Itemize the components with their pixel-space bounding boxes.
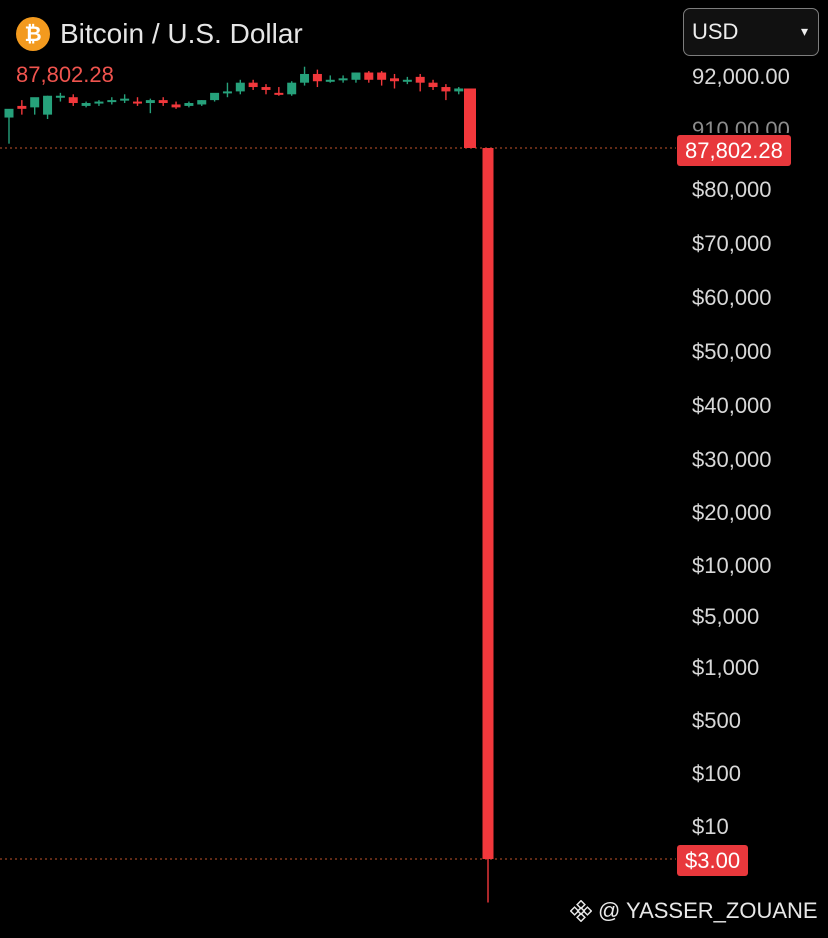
current-price-tag: 87,802.28 [677, 135, 791, 167]
candle-body [274, 92, 284, 95]
axis-label: $500 [692, 708, 741, 733]
binance-icon [570, 900, 592, 922]
candle-body [222, 91, 232, 94]
bitcoin-icon: ₿ [16, 17, 50, 51]
candle-body [81, 103, 91, 106]
watermark: @ YASSER_ZOUANE [570, 898, 818, 924]
last-price: 87,802.28 [16, 62, 114, 87]
currency-value: USD [692, 19, 739, 44]
axis-label: $30,000 [692, 447, 772, 472]
candle-body [351, 72, 361, 80]
candle-body [364, 72, 374, 80]
candle-body [197, 100, 207, 105]
candle-body [43, 95, 53, 115]
candle-body [441, 87, 451, 92]
candle-body [415, 76, 425, 83]
candle-body [210, 92, 220, 101]
candle-body [325, 79, 335, 82]
axis-label: $20,000 [692, 500, 772, 525]
candle-body [287, 82, 297, 95]
candle-body [4, 108, 14, 118]
candle-body [312, 73, 322, 82]
axis-label: $50,000 [692, 339, 772, 364]
candle-body [300, 73, 310, 83]
candle-body [30, 97, 40, 108]
axis-label: $1,000 [692, 655, 760, 680]
candle-body [17, 105, 27, 109]
candle-body [482, 148, 494, 859]
chevron-down-icon: ▾ [800, 24, 808, 40]
axis-label: $80,000 [692, 177, 772, 202]
axis-label-partial: 910,00.00 [692, 117, 790, 133]
axis-label: $10 [692, 814, 729, 839]
low-price-tag: $3.00 [677, 845, 749, 877]
candle-body [377, 72, 387, 80]
candle-body [248, 82, 258, 88]
candle-body [133, 101, 142, 104]
pair-name: Bitcoin / U.S. Dollar [60, 18, 303, 49]
candle-body [261, 87, 271, 90]
candle-body [171, 104, 181, 108]
candle-body [145, 100, 155, 104]
candle-body [120, 98, 130, 101]
pair-title: ₿ Bitcoin / U.S. Dollar [16, 16, 303, 52]
candle-body [107, 100, 117, 103]
candle-body [454, 88, 464, 92]
axis-label: $5,000 [692, 604, 760, 629]
candle-body [390, 78, 399, 82]
candle-body [68, 97, 78, 104]
candle-body [464, 88, 476, 148]
candle-body [184, 103, 194, 106]
axis-label: $10,000 [692, 553, 772, 578]
candle-body [158, 100, 168, 104]
axis-label: 92,000.00 [692, 64, 790, 89]
candle-body [338, 78, 348, 81]
axis-label: $60,000 [692, 285, 772, 310]
candle-body [402, 79, 412, 82]
currency-select[interactable]: USD ▾ [683, 8, 819, 56]
bitcoin-symbol: ₿ [24, 21, 42, 46]
watermark-text: @ YASSER_ZOUANE [598, 898, 818, 923]
axis-label: $70,000 [692, 231, 772, 256]
candle-body [235, 82, 245, 92]
candle-body [428, 82, 438, 88]
axis-label: $40,000 [692, 393, 772, 418]
candle-body [94, 101, 104, 104]
candle-body [55, 95, 65, 98]
axis-label: $100 [692, 761, 741, 786]
